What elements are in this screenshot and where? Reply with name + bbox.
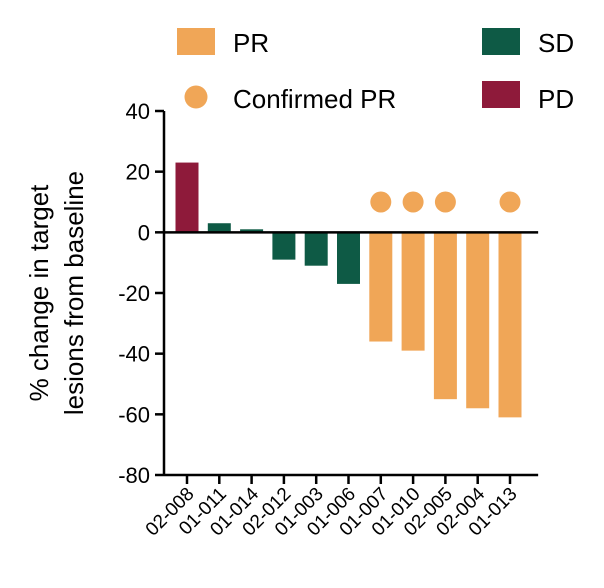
y-tick-label: -40 [118, 342, 150, 367]
legend-pr-label: PR [233, 28, 269, 58]
y-axis-title-line-2: lesions from baseline [59, 171, 89, 415]
bar-01-013 [498, 232, 522, 418]
bar-01-006 [337, 232, 360, 284]
y-tick-label: 20 [126, 160, 150, 185]
confirmed-pr-marker-02-005 [434, 191, 456, 213]
confirmed-pr-marker-01-013 [499, 191, 521, 213]
y-axis-title: % change in target lesions from baseline [24, 171, 89, 415]
bar-01-011 [207, 223, 231, 233]
legend: PR Confirmed PR SD PD [177, 28, 574, 114]
confirmed-pr-marker-01-010 [402, 191, 424, 213]
x-axis: 02-00801-01101-01402-01201-00301-00601-0… [142, 473, 539, 540]
y-axis: 40 20 0 -20 -40 -60 -80 [118, 99, 166, 488]
legend-pd-label: PD [538, 84, 574, 114]
legend-pd-swatch [482, 81, 520, 108]
bar-01-014 [240, 229, 264, 233]
confirmed-markers [370, 191, 521, 213]
bars [175, 162, 522, 418]
confirmed-pr-marker-01-007 [370, 191, 392, 213]
y-tick-label: -20 [118, 281, 150, 306]
bar-02-005 [433, 232, 457, 400]
bar-01-007 [369, 232, 393, 342]
y-axis-title-line-1: % change in target [24, 184, 54, 402]
legend-confirmed-pr-label: Confirmed PR [233, 84, 396, 114]
bar-01-010 [401, 232, 425, 351]
y-tick-label: 40 [126, 99, 150, 124]
y-tick-label: -60 [118, 402, 150, 427]
bar-01-003 [304, 232, 328, 266]
legend-pr-swatch [177, 28, 215, 55]
legend-sd-label: SD [538, 28, 574, 58]
legend-confirmed-pr-swatch [184, 85, 208, 109]
bar-02-004 [466, 232, 490, 409]
bar-02-008 [175, 162, 199, 233]
legend-sd-swatch [482, 28, 520, 55]
bar-02-012 [272, 232, 296, 260]
y-tick-label: 0 [138, 220, 150, 245]
y-tick-label: -80 [118, 463, 150, 488]
